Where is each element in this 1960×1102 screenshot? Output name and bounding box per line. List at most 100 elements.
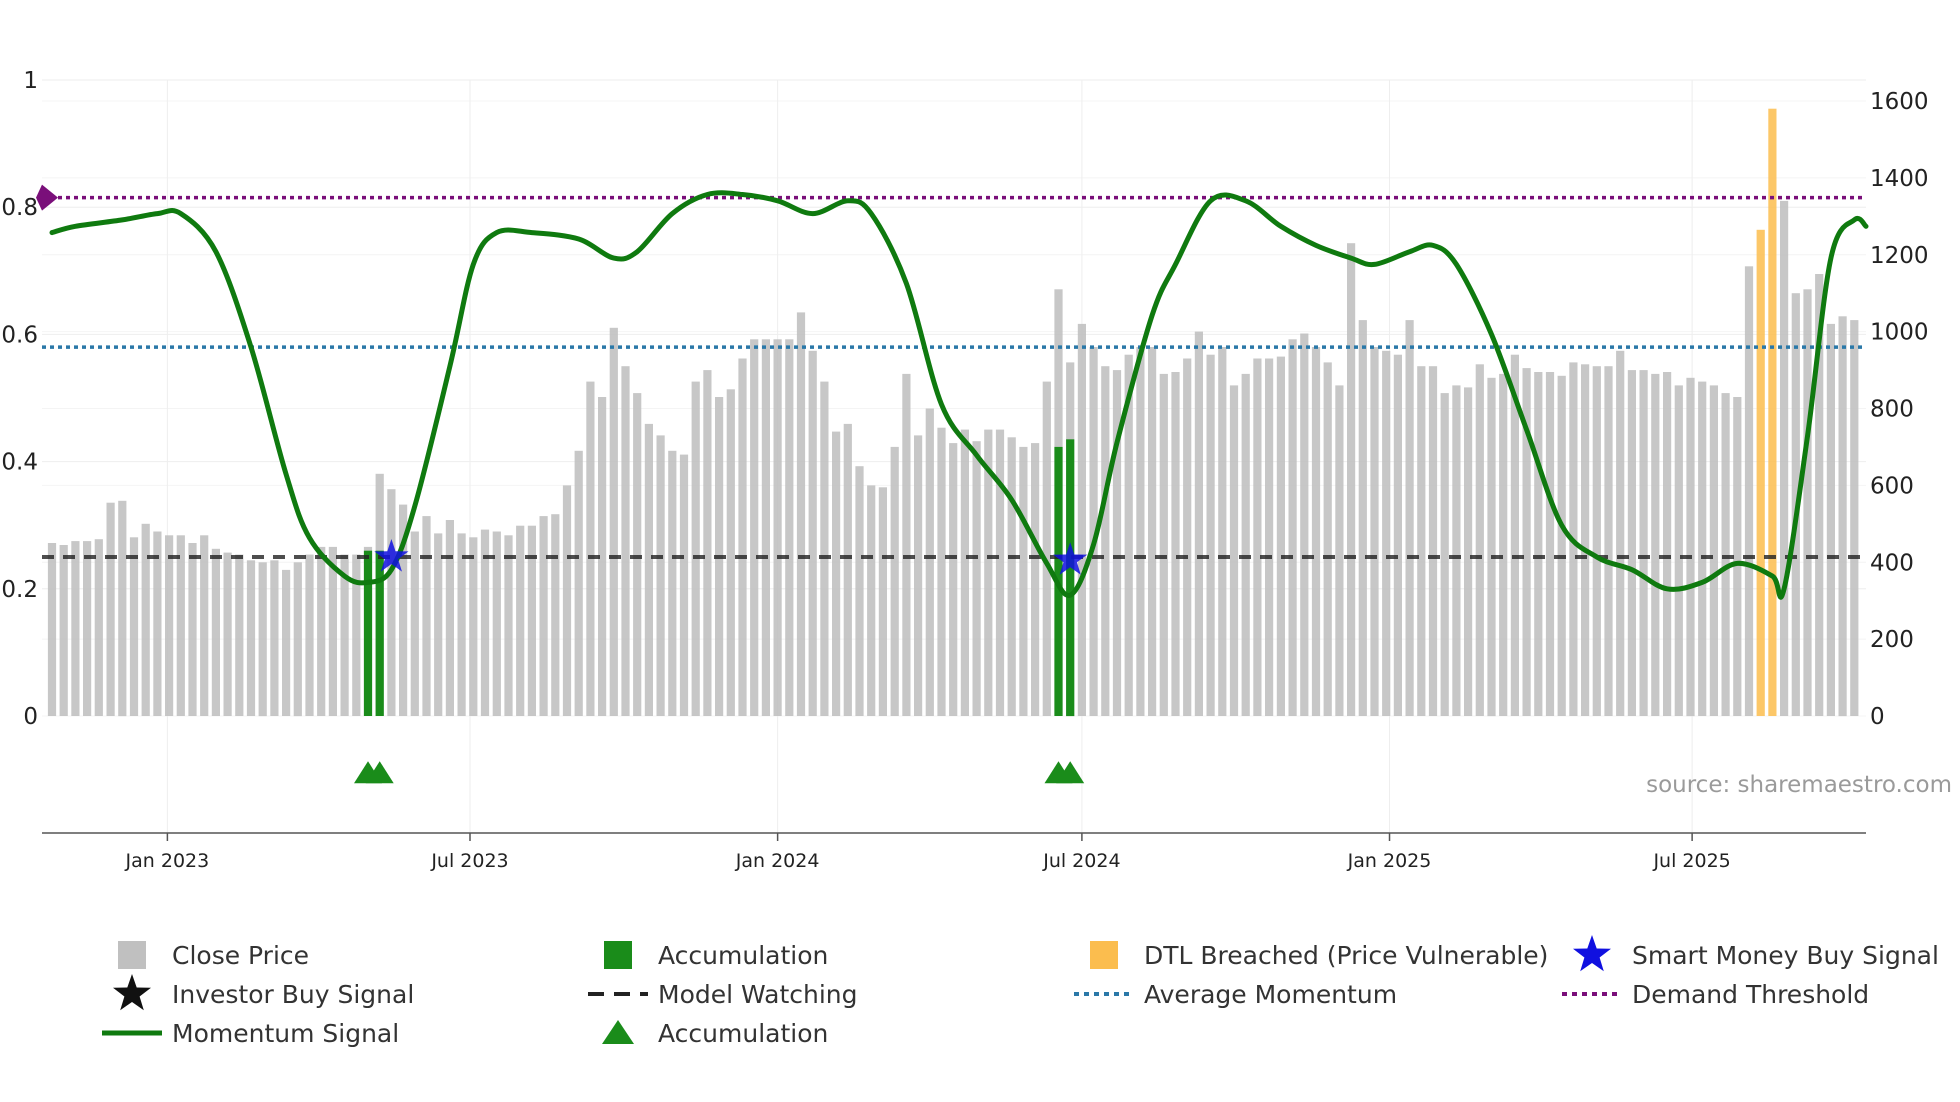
close-price-bar: [1183, 358, 1192, 716]
accumulation-bar: [363, 550, 373, 716]
legend-star-icon: [1573, 935, 1611, 972]
close-price-bar: [1733, 397, 1742, 716]
legend: Close Price Accumulation DTL Breached (Pri…: [102, 935, 1939, 1048]
close-price-bar: [656, 435, 665, 716]
legend-item: Average Momentum: [1074, 980, 1397, 1009]
close-price-bar: [457, 533, 466, 716]
close-price-bar: [1581, 364, 1590, 716]
close-price-bar: [1159, 373, 1168, 716]
close-price-bar: [960, 429, 969, 716]
close-price-bar: [422, 516, 431, 716]
y-left-tick-label: 0.8: [1, 195, 38, 221]
close-price-bar: [387, 489, 396, 716]
close-price-bar: [972, 441, 981, 716]
close-price-bar: [1358, 320, 1367, 716]
close-price-bar: [1323, 362, 1332, 716]
close-price-bar: [235, 554, 244, 716]
close-price-bar: [1031, 443, 1040, 716]
close-price-bar: [47, 543, 57, 716]
legend-item: Momentum Signal: [102, 1019, 399, 1048]
demand-threshold-marker: [36, 184, 58, 211]
close-price-bar: [246, 560, 256, 716]
close-price-bar: [773, 339, 782, 716]
close-price-bar: [305, 554, 314, 716]
legend-label: Investor Buy Signal: [172, 980, 414, 1009]
close-price-bar: [1557, 375, 1566, 716]
close-price-bar: [1300, 333, 1309, 716]
legend-item: Smart Money Buy Signal: [1573, 935, 1939, 972]
close-price-bar: [83, 541, 92, 716]
close-price-bar: [94, 539, 103, 716]
close-price-bar: [1510, 354, 1519, 716]
close-price-bar: [1019, 446, 1028, 716]
close-price-bar: [1475, 364, 1484, 716]
close-price-bar: [1663, 372, 1672, 716]
close-price-bar: [410, 531, 419, 716]
close-price-bar: [1534, 372, 1543, 716]
close-price-bar: [200, 535, 209, 716]
y-left-tick-label: 0: [23, 704, 38, 730]
close-price-bar: [1499, 373, 1508, 716]
close-price-bar: [1148, 347, 1157, 716]
close-price-bar: [949, 443, 958, 716]
close-price-bar: [1850, 320, 1859, 716]
y-left-tick-label: 1: [23, 68, 38, 94]
legend-label: Momentum Signal: [172, 1019, 399, 1048]
close-price-bar: [1288, 339, 1297, 716]
close-price-bar: [1124, 354, 1133, 716]
close-price-bar: [914, 435, 923, 716]
close-price-bar: [1545, 372, 1555, 716]
legend-item: Demand Threshold: [1562, 980, 1869, 1009]
close-price-bar: [1417, 366, 1426, 716]
close-price-bar: [223, 552, 232, 716]
close-price-bar: [1651, 373, 1660, 716]
close-price-bar: [340, 554, 349, 716]
close-price-bar: [1815, 274, 1824, 716]
close-price-bar: [1674, 385, 1683, 716]
close-price-bar: [1089, 347, 1098, 716]
legend-item: Close Price: [118, 941, 309, 970]
legend-label: DTL Breached (Price Vulnerable): [1144, 941, 1548, 970]
close-price-bar: [1803, 289, 1812, 716]
close-price-bar: [1382, 350, 1391, 716]
smart-money-buy-star: [1053, 542, 1088, 575]
close-price-bar: [562, 485, 572, 716]
close-price-bar: [761, 339, 770, 716]
close-price-bar: [1838, 316, 1847, 717]
close-price-bar: [1464, 387, 1473, 716]
dtl-breached-bar: [1756, 229, 1765, 717]
legend-label: Accumulation: [658, 941, 828, 970]
x-tick-label: Jul 2023: [430, 850, 508, 872]
close-price-bar: [843, 423, 852, 716]
close-price-bar: [1101, 366, 1110, 716]
legend-label: Accumulation: [658, 1019, 828, 1048]
close-price-bar: [188, 543, 197, 716]
y-right-tick-label: 0: [1870, 704, 1885, 730]
close-price-bar: [855, 466, 864, 716]
y-right-tick-label: 200: [1870, 627, 1914, 653]
close-price-bar: [1826, 323, 1835, 716]
close-price-bar: [1347, 243, 1356, 716]
close-price-bar: [703, 370, 712, 716]
close-price-bar: [1077, 323, 1086, 716]
legend-star-icon: [113, 974, 151, 1011]
close-price-bar: [1276, 356, 1285, 716]
legend-item: Investor Buy Signal: [113, 974, 414, 1011]
close-price-bar: [1370, 347, 1379, 716]
accumulation-triangle: [1056, 761, 1085, 784]
close-price-bar: [785, 339, 794, 716]
legend-item: Accumulation: [604, 941, 828, 970]
legend-label: Model Watching: [658, 980, 858, 1009]
close-price-bar: [598, 397, 607, 716]
momentum: [49, 190, 1869, 600]
close-price-bar: [480, 529, 490, 716]
close-price-bar: [1616, 350, 1625, 716]
momentum-signal-line: [49, 190, 1869, 600]
close-price-bar: [1721, 393, 1730, 716]
close-price-bar: [258, 562, 267, 717]
close-price-bar: [820, 381, 829, 716]
close-price-bar: [469, 537, 478, 716]
close-price-bar: [153, 531, 162, 716]
close-price-bar: [1686, 377, 1695, 717]
markers: [354, 539, 1088, 784]
